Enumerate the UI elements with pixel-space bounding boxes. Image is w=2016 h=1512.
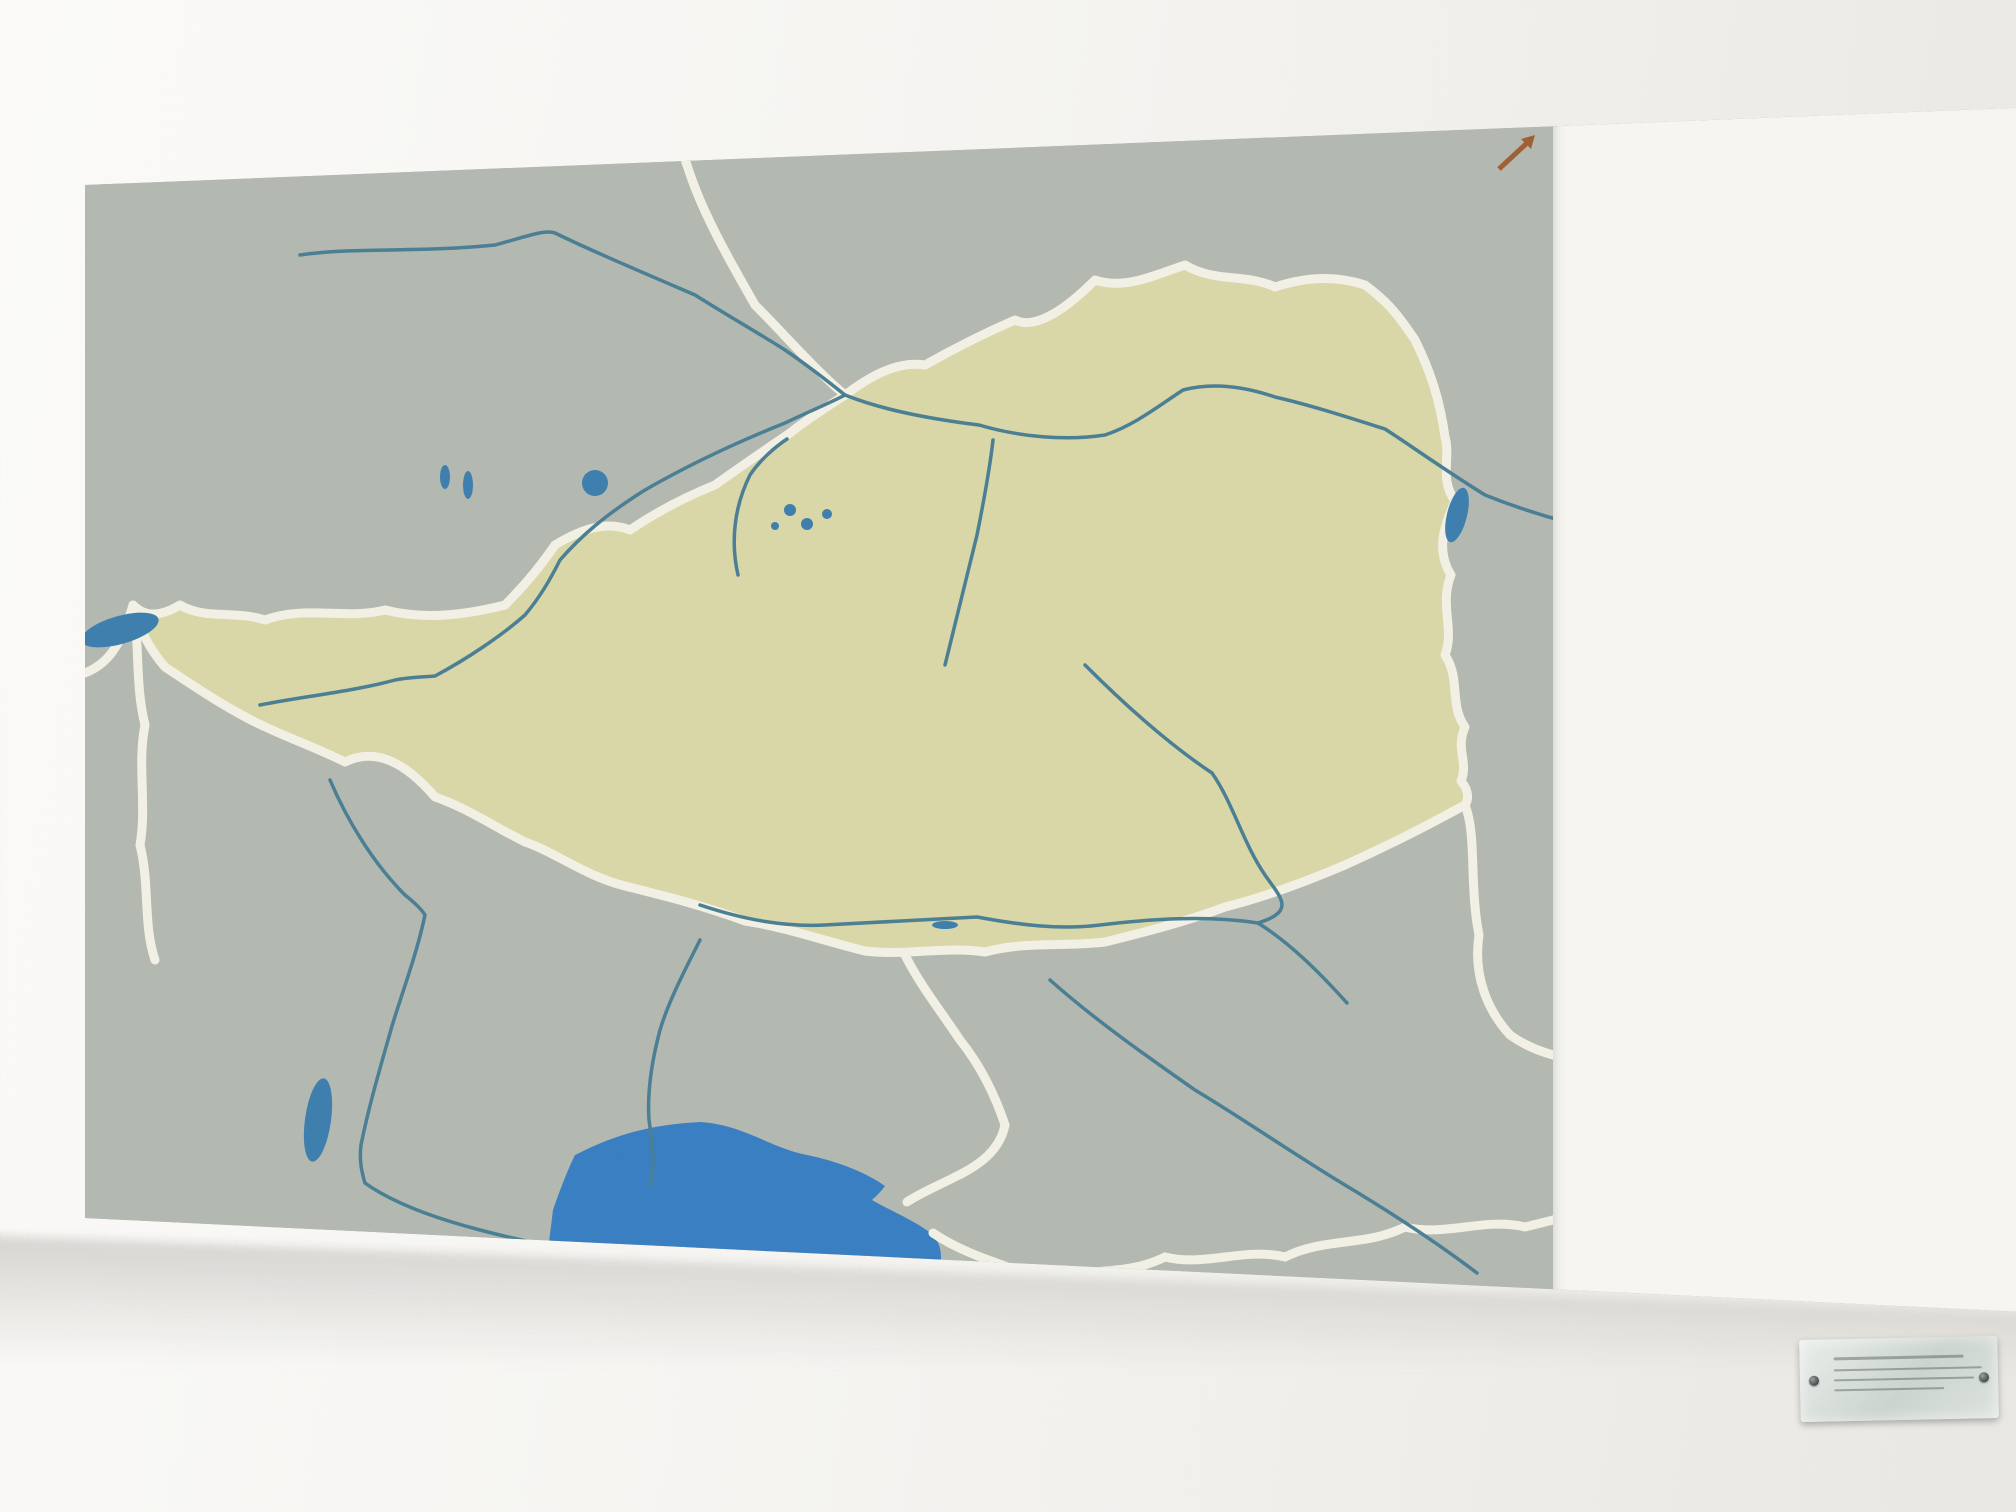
plaque-text-line — [1833, 1354, 1964, 1361]
lake-woerthersee — [932, 921, 958, 929]
lake-starnberger — [463, 471, 473, 499]
river-salzach — [732, 437, 789, 577]
river-tagliamento — [646, 938, 702, 1187]
river-inn — [258, 393, 847, 707]
venice-lagoon — [591, 1142, 659, 1160]
austria-shape — [128, 260, 1473, 957]
wall-plaque — [1799, 1335, 1999, 1423]
lake-neusiedler — [1445, 487, 1469, 543]
plaque-text-line — [1834, 1387, 1945, 1392]
river-etsch — [328, 778, 547, 1247]
river-mur — [1083, 663, 1284, 925]
lakes — [85, 465, 1469, 1162]
krakau-direction-arrow — [1497, 135, 1535, 171]
lake-ammersee — [440, 465, 450, 489]
plaque-text-line — [1833, 1366, 1982, 1372]
lake-garda — [303, 1078, 333, 1162]
river-donau — [298, 230, 1572, 525]
river-save — [1048, 978, 1479, 1275]
rivers — [258, 230, 1572, 1275]
map-board — [85, 105, 2016, 1315]
river-enns — [943, 438, 995, 667]
lake-chiemsee — [582, 470, 608, 496]
plaque-screw-left — [1808, 1375, 1820, 1386]
plaque-text-line — [1833, 1376, 1975, 1382]
plaque-screw-right — [1978, 1372, 1990, 1383]
legend-panel — [1553, 105, 2016, 1315]
lake-bodensee — [85, 612, 159, 648]
